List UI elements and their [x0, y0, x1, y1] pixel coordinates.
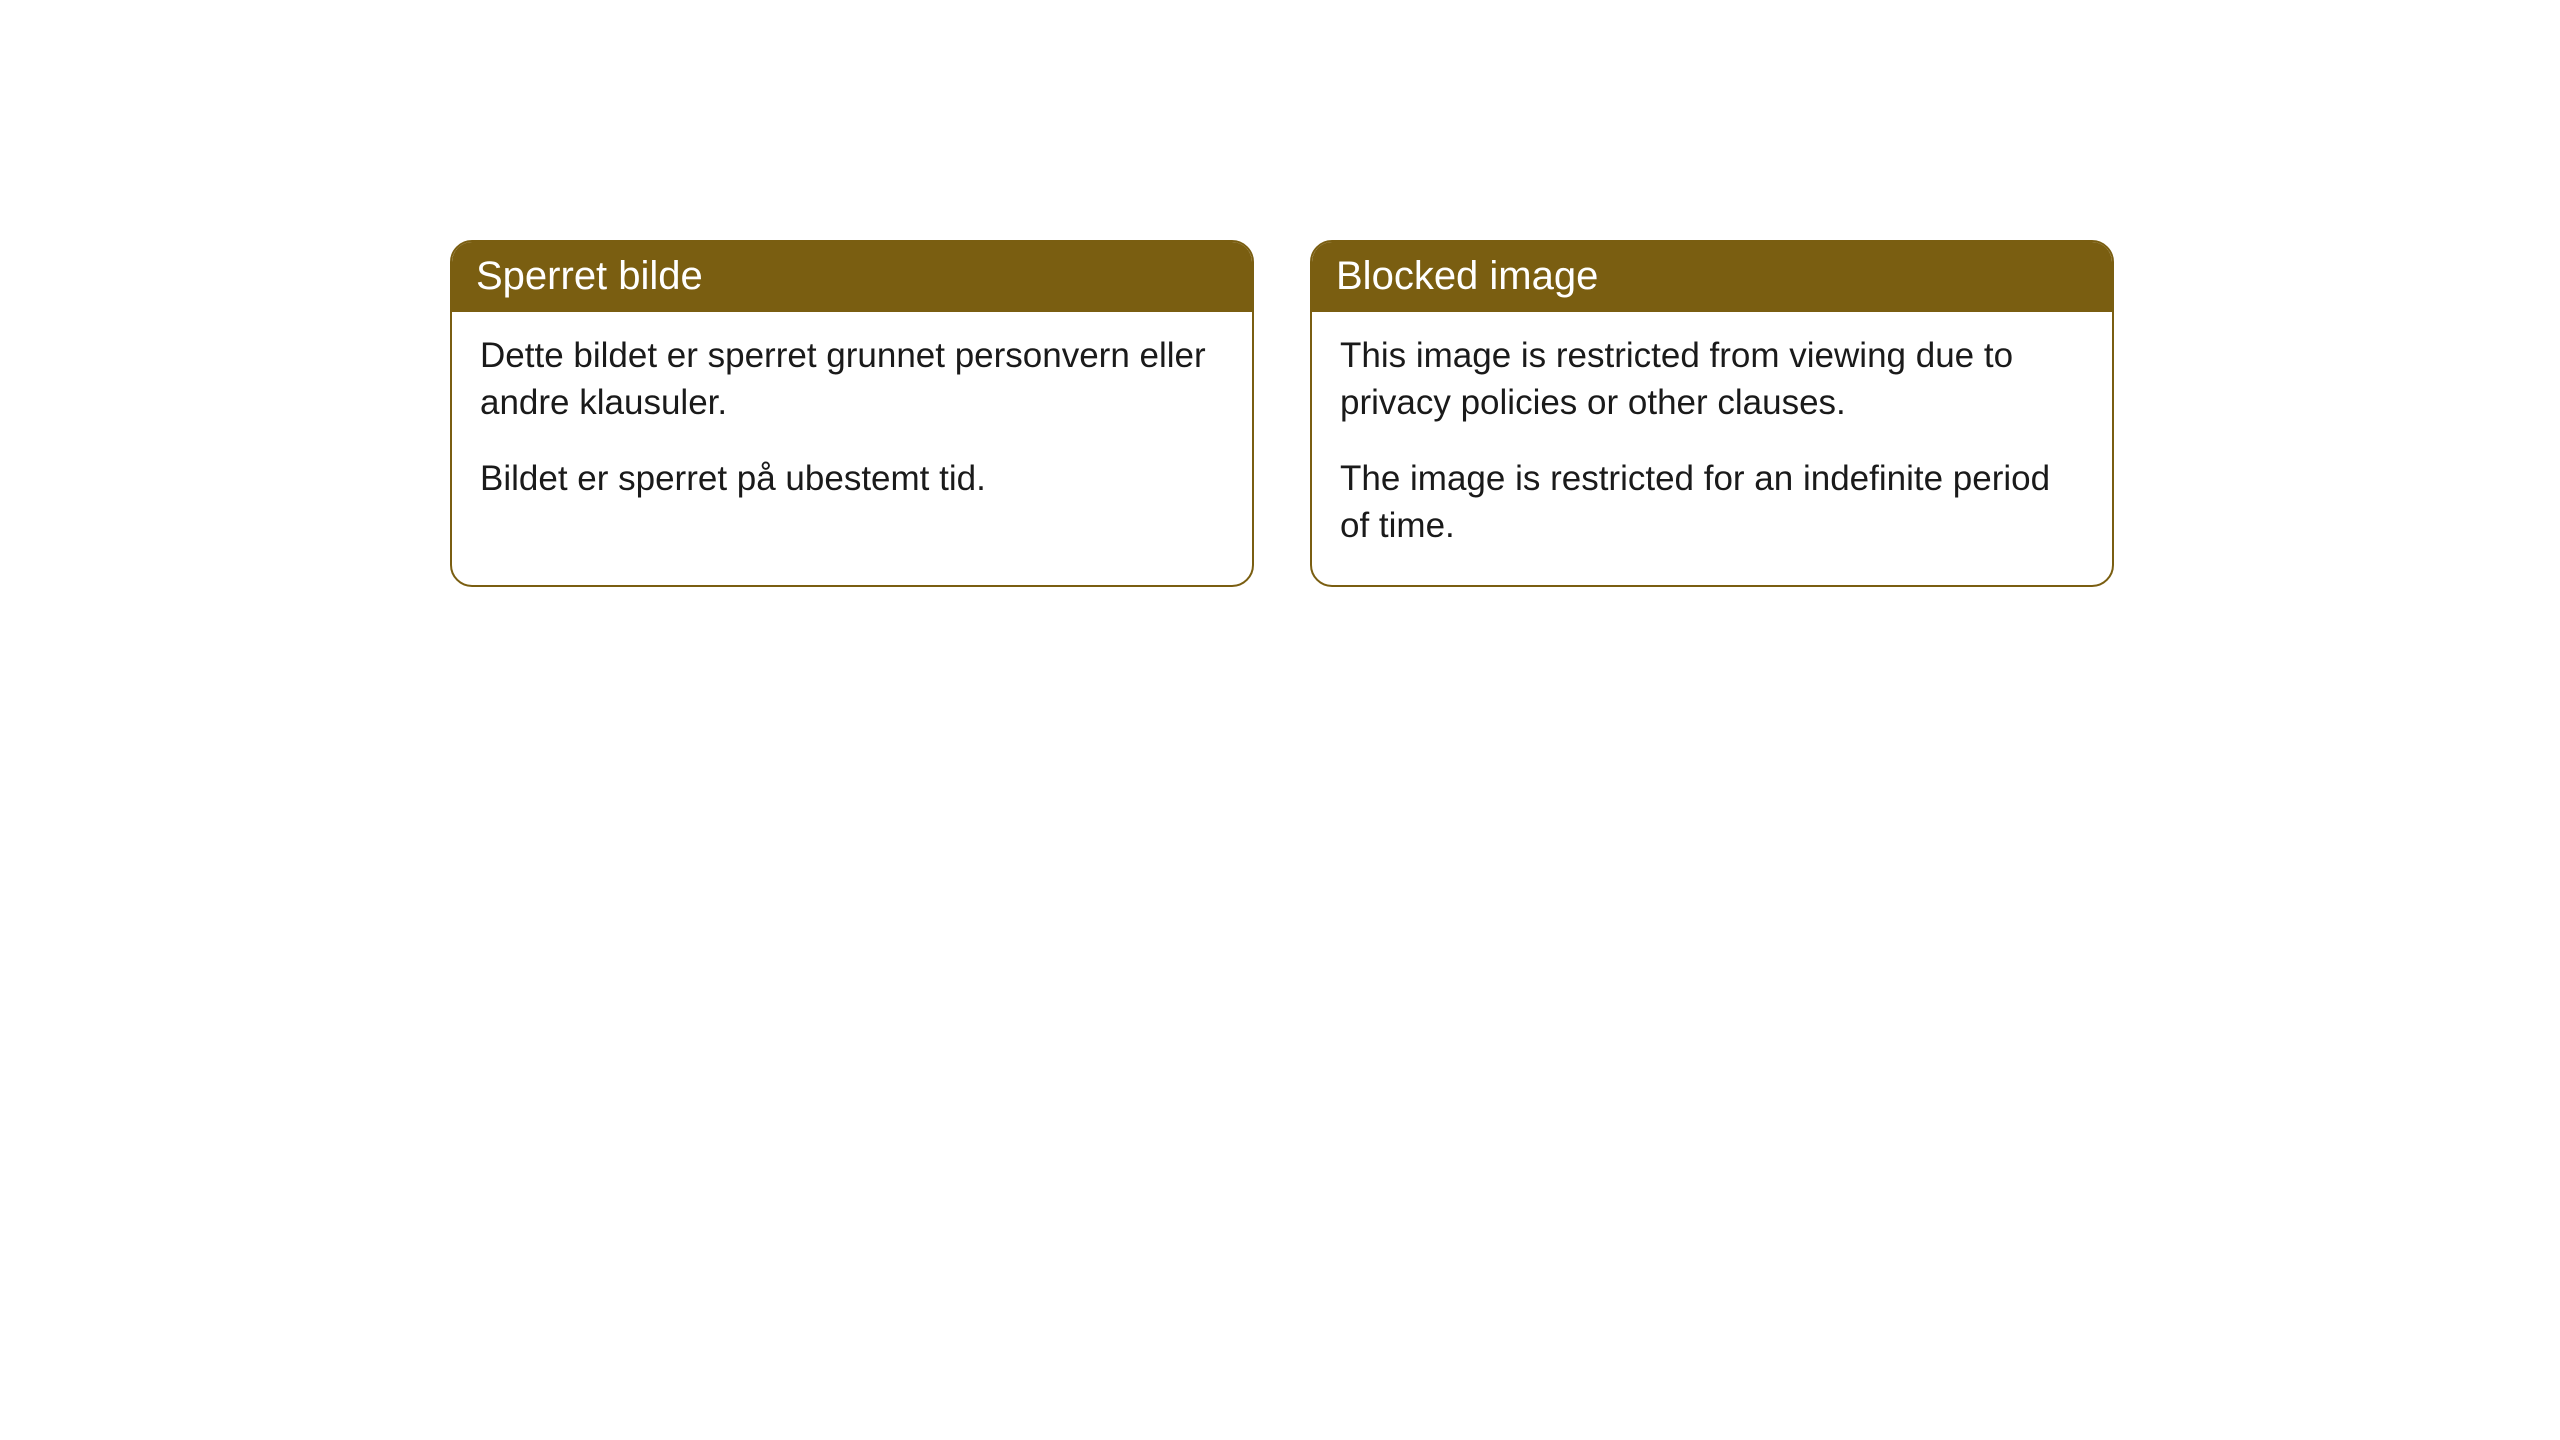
card-title: Sperret bilde [476, 254, 703, 298]
card-body: Dette bildet er sperret grunnet personve… [452, 312, 1252, 538]
card-paragraph: Dette bildet er sperret grunnet personve… [480, 332, 1224, 427]
notice-container: Sperret bilde Dette bildet er sperret gr… [0, 0, 2560, 587]
card-paragraph: The image is restricted for an indefinit… [1340, 455, 2084, 550]
notice-card-norwegian: Sperret bilde Dette bildet er sperret gr… [450, 240, 1254, 587]
card-header: Sperret bilde [452, 242, 1252, 312]
card-paragraph: This image is restricted from viewing du… [1340, 332, 2084, 427]
card-title: Blocked image [1336, 254, 1598, 298]
notice-card-english: Blocked image This image is restricted f… [1310, 240, 2114, 587]
card-body: This image is restricted from viewing du… [1312, 312, 2112, 585]
card-paragraph: Bildet er sperret på ubestemt tid. [480, 455, 1224, 502]
card-header: Blocked image [1312, 242, 2112, 312]
